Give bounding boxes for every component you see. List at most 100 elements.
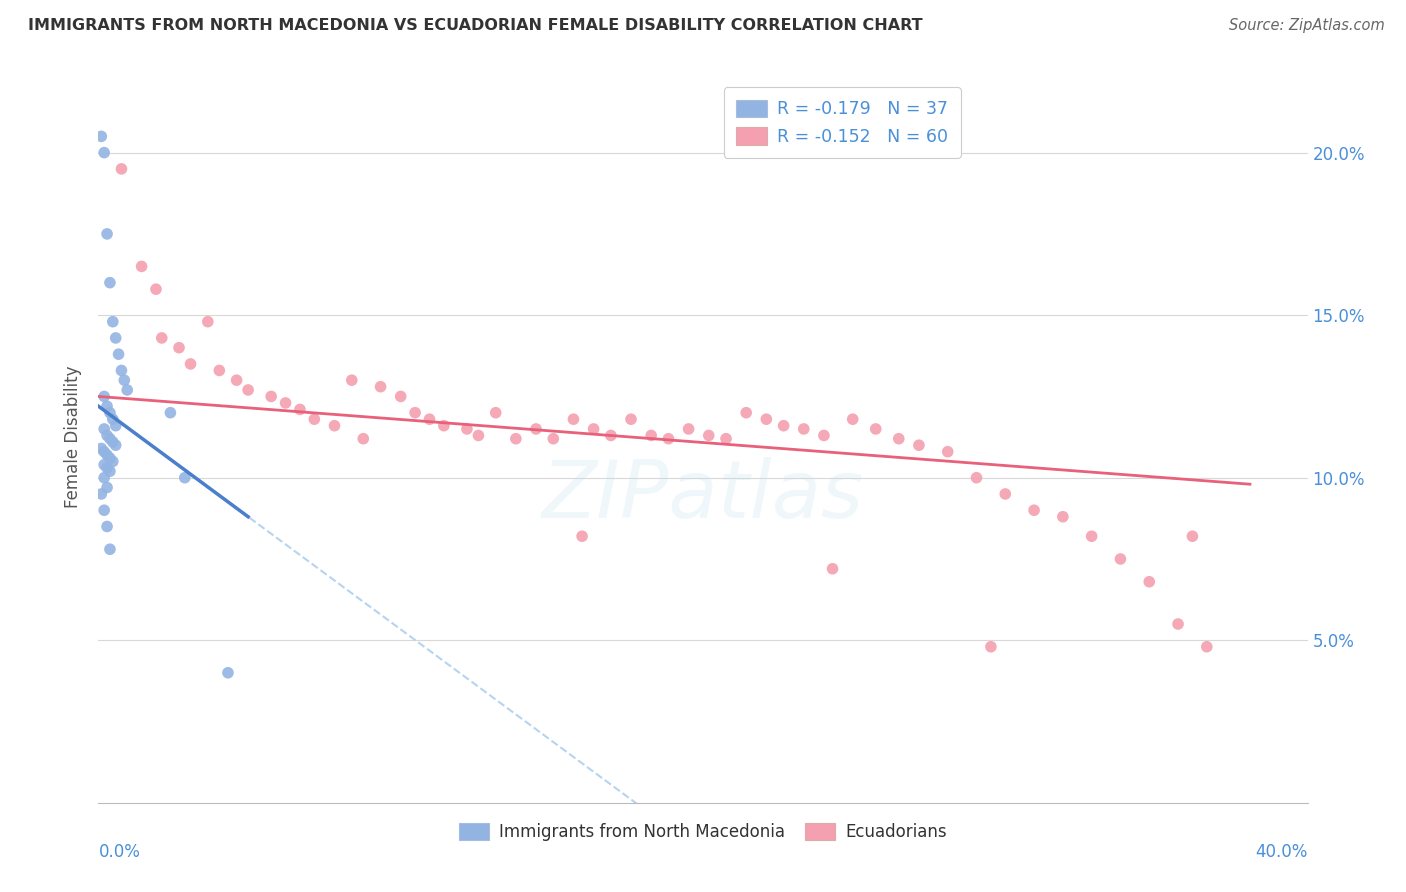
Point [197,315,219,329]
Point [735,406,758,420]
Point [352,432,374,446]
Point [620,412,643,426]
Point [104,438,127,452]
Point [821,562,844,576]
Point [418,412,440,426]
Point [980,640,1002,654]
Point [562,412,585,426]
Point [96,480,118,494]
Y-axis label: Female Disability: Female Disability [65,366,83,508]
Point [96,428,118,442]
Point [1022,503,1045,517]
Point [236,383,259,397]
Point [714,432,737,446]
Point [98,451,121,466]
Point [173,471,195,485]
Point [217,665,239,680]
Point [841,412,863,426]
Point [966,471,988,485]
Point [1181,529,1204,543]
Point [110,363,132,377]
Point [90,129,112,144]
Point [389,389,412,403]
Point [994,487,1017,501]
Point [98,464,121,478]
Point [793,422,815,436]
Point [167,341,190,355]
Point [456,422,478,436]
Point [908,438,931,452]
Point [131,260,153,274]
Point [107,347,129,361]
Point [772,418,794,433]
Point [657,432,679,446]
Point [288,402,311,417]
Point [582,422,605,436]
Text: 40.0%: 40.0% [1256,843,1308,861]
Point [865,422,887,436]
Point [505,432,527,446]
Point [1167,617,1189,632]
Point [96,448,118,462]
Point [260,389,283,403]
Point [159,406,181,420]
Point [936,444,959,458]
Point [678,422,700,436]
Point [98,542,121,557]
Point [93,145,115,160]
Point [115,383,138,397]
Point [571,529,593,543]
Point [697,428,720,442]
Point [101,412,124,426]
Point [433,418,456,433]
Point [467,428,489,442]
Point [404,406,426,420]
Point [93,444,115,458]
Point [93,422,115,436]
Text: IMMIGRANTS FROM NORTH MACEDONIA VS ECUADORIAN FEMALE DISABILITY CORRELATION CHAR: IMMIGRANTS FROM NORTH MACEDONIA VS ECUAD… [28,18,922,33]
Point [104,418,127,433]
Point [208,363,231,377]
Point [90,487,112,501]
Point [101,454,124,468]
Point [150,331,173,345]
Point [225,373,247,387]
Point [323,418,346,433]
Point [640,428,662,442]
Point [98,432,121,446]
Point [340,373,363,387]
Legend: Immigrants from North Macedonia, Ecuadorians: Immigrants from North Macedonia, Ecuador… [451,814,955,849]
Point [98,276,121,290]
Point [304,412,326,426]
Point [524,422,547,436]
Text: Source: ZipAtlas.com: Source: ZipAtlas.com [1229,18,1385,33]
Point [370,380,392,394]
Point [145,282,167,296]
Point [813,428,835,442]
Point [98,406,121,420]
Point [93,458,115,472]
Point [96,519,118,533]
Point [887,432,910,446]
Point [104,331,127,345]
Text: ZIPatlas: ZIPatlas [541,457,865,534]
Point [274,396,297,410]
Point [96,461,118,475]
Point [180,357,202,371]
Point [1080,529,1102,543]
Point [96,399,118,413]
Point [101,434,124,449]
Point [90,442,112,456]
Point [543,432,565,446]
Point [96,227,118,241]
Point [1137,574,1160,589]
Point [755,412,778,426]
Point [1195,640,1218,654]
Point [112,373,135,387]
Point [599,428,621,442]
Point [485,406,508,420]
Point [110,161,132,176]
Point [101,315,124,329]
Point [1109,552,1132,566]
Text: 0.0%: 0.0% [98,843,141,861]
